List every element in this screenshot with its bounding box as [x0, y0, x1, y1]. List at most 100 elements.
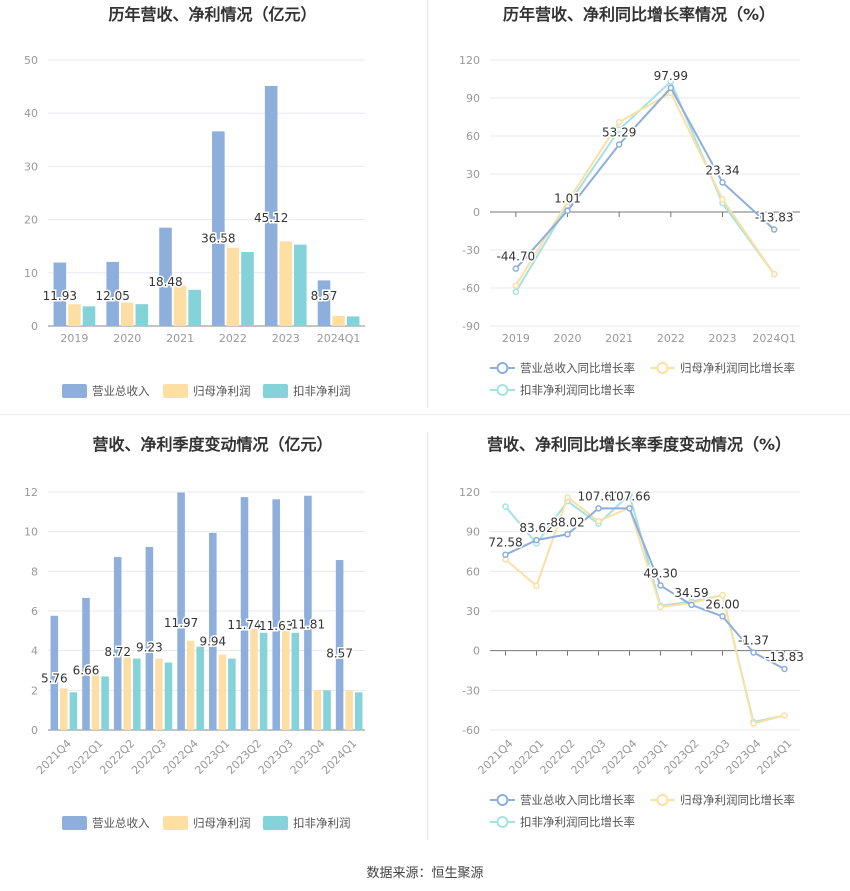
data-source: 数据来源：恒生聚源: [366, 866, 484, 881]
data-label: 11.63: [259, 619, 293, 633]
y-tick-label: 90: [466, 92, 480, 105]
x-tick-label: 2021: [605, 332, 633, 345]
x-tick-label: 2021: [166, 332, 194, 345]
bar-parent-net: [60, 688, 68, 730]
bar-deducted-net: [196, 646, 204, 730]
series-point: [781, 712, 788, 719]
bar-deducted-net: [101, 676, 109, 730]
series-line-deducted-net: [514, 79, 775, 293]
series-point: [564, 207, 571, 214]
data-label: 9.94: [199, 634, 226, 648]
y-tick-label: -30: [462, 244, 480, 257]
data-label: 8.57: [326, 647, 353, 661]
chart-title: 历年营收、净利同比增长率情况（%）: [503, 5, 775, 24]
legend-swatch: [62, 384, 87, 398]
series-point: [595, 505, 602, 512]
bar-deducted-net: [135, 304, 149, 326]
bar-revenue: [240, 497, 249, 730]
series-point: [719, 591, 726, 599]
legend-swatch: [263, 384, 288, 398]
data-label: 97.99: [654, 69, 688, 83]
series-point: [502, 551, 509, 558]
y-tick-label: 8: [31, 565, 38, 578]
bar-parent-net: [332, 315, 345, 326]
legend-swatch: [263, 816, 288, 830]
bar-parent-net: [123, 654, 132, 730]
data-label: 45.12: [254, 211, 288, 225]
y-tick-label: 40: [24, 107, 38, 120]
series-point: [626, 505, 633, 512]
legend-label: 归母净利润: [193, 816, 251, 830]
y-tick-label: -60: [462, 724, 480, 737]
data-label: -13.83: [755, 211, 794, 225]
series-point: [512, 282, 520, 289]
bar-revenue: [335, 560, 344, 730]
legend-marker: [496, 794, 509, 806]
bar-revenue: [145, 546, 154, 730]
y-tick-label: 60: [466, 565, 480, 578]
data-label: 5.76: [41, 672, 68, 686]
bar-parent-net: [68, 304, 81, 326]
data-label: 12.05: [95, 289, 129, 303]
series-point: [615, 118, 623, 126]
legend-label: 营业总收入同比增长率: [520, 793, 635, 807]
series-point: [615, 141, 623, 148]
annual-bar-panel: 历年营收、净利情况（亿元） 0 10 20 30 40 50 2019 2020 2021 2022…: [0, 0, 425, 432]
legend-marker: [656, 362, 669, 374]
data-label: 18.48: [148, 275, 182, 289]
data-label: 36.58: [201, 231, 235, 245]
bar-revenue: [212, 131, 225, 326]
series-point: [667, 84, 675, 92]
bar-deducted-net: [323, 690, 331, 730]
y-tick-label: 2: [31, 684, 38, 697]
series-point: [770, 270, 778, 278]
data-label: 11.93: [43, 289, 77, 303]
series-point: [564, 198, 571, 206]
bar-parent-net: [155, 658, 163, 730]
bar-parent-net: [279, 241, 293, 326]
y-tick-label: 120: [459, 486, 480, 499]
data-label: 11.74: [227, 618, 261, 632]
vertical-divider-bottom: [427, 432, 428, 840]
series-line-revenue: [515, 86, 775, 270]
series-point: [564, 494, 571, 501]
legend-swatch: [163, 816, 188, 830]
horizontal-divider: [0, 414, 850, 415]
legend-label: 营业总收入同比增长率: [520, 361, 635, 375]
bar-parent-net: [218, 654, 227, 730]
y-tick-label: 0: [473, 645, 480, 658]
series-line-parent-net: [514, 91, 775, 286]
data-label: 9.23: [136, 641, 163, 655]
y-tick-label: 0: [473, 206, 480, 219]
bar-revenue: [177, 492, 185, 730]
series-point: [564, 531, 571, 538]
bar-parent-net: [91, 672, 100, 730]
legend-label: 扣非净利润同比增长率: [520, 383, 635, 397]
legend-marker: [656, 794, 669, 806]
bar-parent-net: [345, 690, 353, 730]
legend-label: 营业总收入: [92, 384, 150, 398]
x-tick-label: 2024Q1: [319, 737, 359, 777]
bar-deducted-net: [164, 662, 173, 730]
y-tick-label: 4: [31, 645, 38, 658]
y-tick-label: 0: [31, 724, 38, 737]
series-point: [615, 126, 623, 133]
bar-revenue: [304, 495, 312, 730]
legend-label: 扣非净利润: [293, 816, 351, 830]
series-point: [667, 78, 675, 85]
legend-swatch: [163, 384, 188, 398]
series-point: [750, 720, 757, 727]
series-point: [502, 503, 509, 510]
bar-revenue: [209, 532, 217, 730]
annual-revenue-profit-bar-chart: 历年营收、净利情况（亿元） 0 10 20 30 40 50 2019 2020 2021 2022…: [24, 5, 365, 398]
data-label: 49.30: [643, 566, 677, 580]
bar-revenue: [113, 557, 122, 730]
y-tick-label: 30: [466, 605, 480, 618]
series-point: [719, 196, 726, 203]
data-label: 53.29: [602, 125, 636, 139]
data-label: -1.37: [738, 633, 769, 647]
y-tick-label: -30: [462, 684, 480, 697]
x-tick-label: 2024Q1: [755, 737, 795, 777]
series-line-parent-net: [504, 495, 785, 725]
series-point: [688, 601, 695, 609]
